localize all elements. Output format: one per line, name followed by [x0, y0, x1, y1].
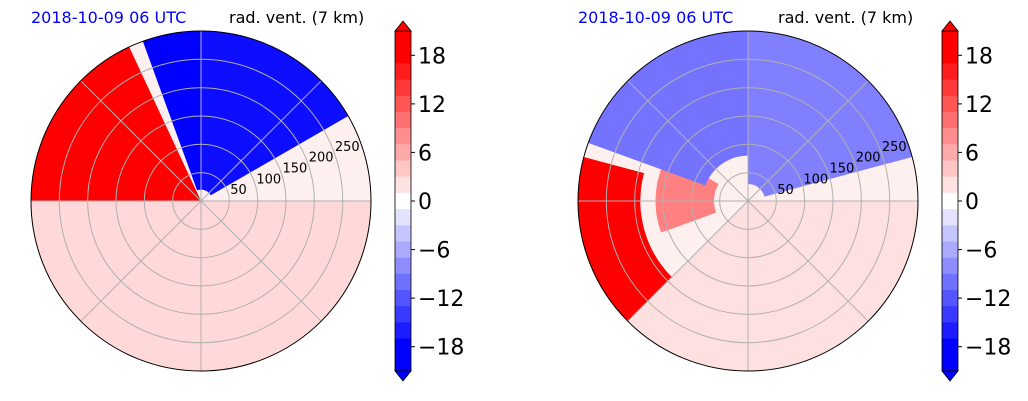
- colorbar-band: [395, 31, 411, 48]
- colorbar: 18 12 6 0 −6 −12 −18: [394, 20, 464, 382]
- grid-spoke-7: [80, 80, 202, 202]
- radial-tick-label: 150: [830, 162, 855, 177]
- colorbar-band: [942, 354, 958, 372]
- colorbar-band: [942, 241, 958, 259]
- colorbar-band: [942, 160, 958, 178]
- variable-label: rad. vent. (7 km): [778, 8, 914, 27]
- radial-tick-label: 100: [803, 172, 828, 187]
- grid-spoke-3: [747, 200, 869, 322]
- colorbar-band: [942, 290, 958, 307]
- field-region-2: [585, 31, 748, 186]
- colorbar-tick-label: 18: [418, 44, 446, 69]
- polar-frame: [577, 30, 919, 372]
- colorbar-band: [395, 241, 411, 259]
- colorbar-band: [942, 63, 958, 81]
- colorbar-band: [942, 79, 958, 97]
- panel-right: 2018-10-09 06 UTC rad. vent. (7 km) 50 10…: [547, 0, 1028, 401]
- colorbar-extend-min: [941, 370, 959, 382]
- colorbar-extend-max: [941, 20, 959, 32]
- grid-spoke-3: [200, 200, 322, 322]
- colorbar-band: [395, 95, 411, 113]
- colorbar-band: [942, 209, 958, 226]
- colorbar-band: [395, 322, 411, 340]
- radial-tick-label: 100: [256, 172, 281, 187]
- field-region-4: [625, 201, 918, 371]
- colorbar-band: [942, 192, 958, 210]
- grid-spoke-5: [627, 200, 749, 322]
- polar-grid: [31, 31, 371, 371]
- field-region-1: [655, 154, 719, 233]
- polar-grid: [578, 31, 918, 371]
- grid-spoke-1: [747, 80, 869, 202]
- colorbar-band: [395, 273, 411, 291]
- colorbar-band: [395, 290, 411, 307]
- colorbar-band: [942, 95, 958, 113]
- colorbar-tick-label: 12: [965, 93, 993, 118]
- colorbar-band: [942, 338, 958, 356]
- colorbar-tick-label: 12: [418, 93, 446, 118]
- colorbar-band: [395, 63, 411, 81]
- colorbar-band: [395, 306, 411, 323]
- colorbar-extend-min: [394, 370, 412, 382]
- colorbar-band: [395, 79, 411, 97]
- panel-left: 2018-10-09 06 UTC rad. vent. (7 km) 50 10…: [30, 8, 464, 382]
- colorbar-tick-label: 6: [418, 141, 432, 166]
- colorbar-band: [395, 128, 411, 145]
- colorbar-band: [942, 257, 958, 275]
- colorbar-tick-label: −12: [965, 287, 1011, 312]
- colorbar-band: [395, 160, 411, 178]
- colorbar-band: [395, 144, 411, 161]
- date-label: 2018-10-09 06 UTC: [578, 8, 734, 27]
- colorbar: 18 12 6 0 −6 −12 −18: [941, 20, 1011, 382]
- colorbar-band: [942, 273, 958, 291]
- grid-spoke-7: [627, 80, 749, 202]
- colorbar-band: [395, 338, 411, 356]
- colorbar-tick-label: 0: [965, 190, 979, 215]
- colorbar-tick-label: 0: [418, 190, 432, 215]
- colorbar-tick-label: −18: [418, 336, 464, 361]
- colorbar-tick-label: 6: [965, 141, 979, 166]
- colorbar-band: [395, 112, 411, 129]
- colorbar-band: [395, 209, 411, 226]
- colorbar-band: [395, 192, 411, 210]
- date-label: 2018-10-09 06 UTC: [31, 8, 187, 27]
- colorbar-tick-label: −12: [418, 287, 464, 312]
- radial-tick-label: 250: [882, 140, 907, 155]
- field-region-3: [748, 31, 916, 197]
- grid-spoke-1: [200, 80, 322, 202]
- colorbar-tick-label: −6: [418, 239, 450, 264]
- colorbar-tick-label: −6: [965, 239, 997, 264]
- variable-label: rad. vent. (7 km): [229, 8, 365, 27]
- polar-frame: [30, 30, 372, 372]
- colorbar-band: [395, 225, 411, 242]
- colorbar-band: [942, 225, 958, 242]
- radial-tick-label: 200: [856, 151, 881, 166]
- colorbar-tick-label: 18: [965, 44, 993, 69]
- colorbar-band: [942, 144, 958, 161]
- field-region-2: [141, 31, 201, 191]
- colorbar-band: [942, 322, 958, 340]
- radial-tick-label: 50: [777, 183, 794, 198]
- colorbar-band: [942, 47, 958, 64]
- colorbar-band: [942, 31, 958, 48]
- colorbar-band: [942, 306, 958, 323]
- colorbar-band: [942, 176, 958, 194]
- colorbar-tick-label: −18: [965, 336, 1011, 361]
- colorbar-band: [395, 176, 411, 194]
- radial-tick-label: 150: [283, 162, 308, 177]
- grid-spoke-5: [80, 200, 202, 322]
- colorbar-band: [395, 257, 411, 275]
- colorbar-band: [395, 47, 411, 64]
- radial-tick-label: 50: [230, 183, 247, 198]
- colorbar-extend-max: [394, 20, 412, 32]
- radial-tick-label: 200: [309, 151, 334, 166]
- colorbar-band: [942, 128, 958, 145]
- colorbar-band: [942, 112, 958, 129]
- radial-tick-label: 250: [335, 140, 360, 155]
- colorbar-band: [395, 354, 411, 372]
